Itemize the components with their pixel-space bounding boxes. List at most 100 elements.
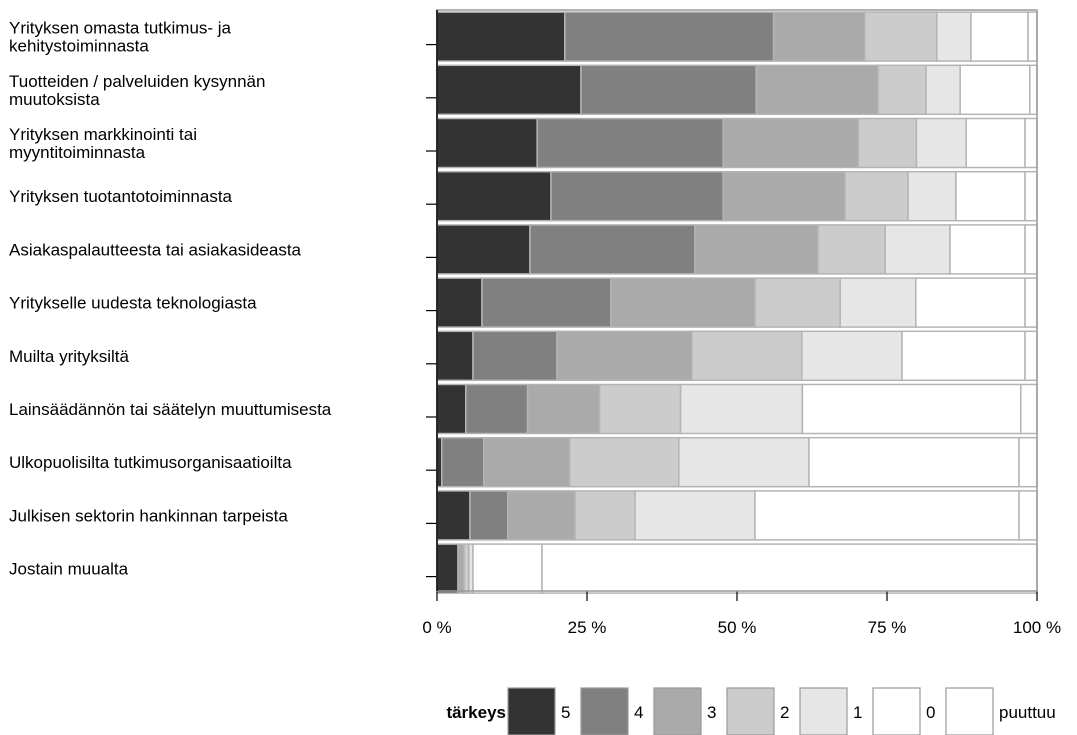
bar-segment-4 xyxy=(550,170,724,222)
bar-segment-4 xyxy=(481,277,612,328)
bar-segment-puuttuu xyxy=(1024,170,1038,222)
bar-segment-2 xyxy=(864,11,938,62)
bar-segment-5 xyxy=(436,543,459,594)
category-label: Julkisen sektorin hankinnan tarpeista xyxy=(9,506,288,525)
legend-swatch-3 xyxy=(653,687,702,735)
x-axis: 0 % 25 % 50 % 75 % 100 % xyxy=(422,591,1061,637)
bar-segment-1 xyxy=(925,64,961,116)
legend-swatch-4 xyxy=(580,687,629,735)
bar-segment-1 xyxy=(884,224,951,275)
bar-segment-3 xyxy=(526,383,601,435)
bar-segment-0 xyxy=(970,11,1029,62)
legend-swatch-puuttuu xyxy=(945,687,994,735)
bar-segment-5 xyxy=(436,490,471,541)
bar-segment-4 xyxy=(465,383,529,435)
bar-segment-3 xyxy=(610,277,756,328)
bar-segment-4 xyxy=(472,330,558,382)
x-tick-label: 100 % xyxy=(1013,618,1061,637)
bar-segment-5 xyxy=(436,330,474,382)
bar-segment-1 xyxy=(801,330,903,382)
bar-segment-puuttuu xyxy=(541,543,1038,594)
category-labels: Yrityksen omasta tutkimus- ja kehitystoim… xyxy=(9,19,437,579)
bar-segment-5 xyxy=(436,383,467,435)
bar-segment-puuttuu xyxy=(1024,224,1038,275)
legend-label: 1 xyxy=(853,703,862,722)
bar-segment-1 xyxy=(679,383,804,435)
bar-segment-puuttuu xyxy=(1018,490,1038,541)
bar-segment-5 xyxy=(436,170,552,222)
bar-segment-2 xyxy=(568,436,680,488)
category-label: Jostain muualta xyxy=(9,560,129,579)
bar-segment-2 xyxy=(857,117,918,169)
bar-segment-puuttuu xyxy=(1024,277,1038,328)
bar-segment-1 xyxy=(678,436,810,488)
bar-segment-0 xyxy=(949,224,1026,275)
bar-segment-0 xyxy=(901,330,1026,382)
category-label: Ulkopuolisilta tutkimusorganisaatioilta xyxy=(9,453,292,472)
bar-segment-2 xyxy=(844,170,909,222)
legend-swatch-5 xyxy=(507,687,556,735)
bar-segment-3 xyxy=(483,436,571,488)
bar-segment-4 xyxy=(529,224,696,275)
plot-frame xyxy=(436,9,1038,592)
bar-segment-0 xyxy=(808,436,1020,488)
category-label: Muilta yrityksiltä xyxy=(9,347,130,366)
bar-segment-2 xyxy=(691,330,803,382)
bar-segment-0 xyxy=(915,277,1026,328)
bar-segment-1 xyxy=(839,277,917,328)
bar-segment-4 xyxy=(441,436,485,488)
legend-swatch-2 xyxy=(726,687,775,735)
bar-segment-0 xyxy=(959,64,1031,116)
legend-swatch-1 xyxy=(799,687,848,735)
category-label: Yrityksen markkinointi tai myyntitoiminna… xyxy=(9,125,197,162)
bar-segment-5 xyxy=(436,64,582,116)
bar-segment-4 xyxy=(580,64,757,116)
category-label: Yritykselle uudesta teknologiasta xyxy=(9,294,257,313)
legend-label: 0 xyxy=(926,703,935,722)
bar-segment-puuttuu xyxy=(1024,330,1038,382)
bar-segment-2 xyxy=(817,224,886,275)
bar-segment-5 xyxy=(436,11,566,62)
bar-segment-5 xyxy=(436,224,531,275)
legend: tärkeys 5 4 3 2 1 0 puuttuu xyxy=(446,687,1056,735)
bar-segment-2 xyxy=(877,64,927,116)
bar-segment-3 xyxy=(457,543,465,594)
bar-segment-puuttuu xyxy=(1029,64,1038,116)
bar-segment-3 xyxy=(694,224,819,275)
x-tick-label: 75 % xyxy=(868,618,907,637)
bar-segment-3 xyxy=(772,11,866,62)
bar-segment-0 xyxy=(965,117,1026,169)
bar-segment-4 xyxy=(536,117,724,169)
bar-segment-4 xyxy=(469,490,509,541)
bar-segment-2 xyxy=(754,277,841,328)
bar-segment-1 xyxy=(634,490,756,541)
bar-segment-3 xyxy=(722,170,846,222)
x-tick-label: 0 % xyxy=(422,618,451,637)
x-tick-label: 25 % xyxy=(568,618,607,637)
category-label: Tuotteiden / palveluiden kysynnän muutoks… xyxy=(9,72,265,109)
legend-label: 2 xyxy=(780,703,789,722)
bar-segment-3 xyxy=(556,330,693,382)
bar-segment-puuttuu xyxy=(1020,383,1038,435)
bar-segment-0 xyxy=(955,170,1026,222)
bar-segment-4 xyxy=(564,11,775,62)
legend-label: puuttuu xyxy=(999,703,1056,722)
bar-segment-puuttuu xyxy=(1024,117,1038,169)
legend-label: 3 xyxy=(707,703,716,722)
legend-label: 4 xyxy=(634,703,643,722)
bar-segment-3 xyxy=(507,490,576,541)
bar-segment-1 xyxy=(915,117,967,169)
x-tick-label: 50 % xyxy=(718,618,757,637)
bar-segment-1 xyxy=(936,11,972,62)
bar-segment-2 xyxy=(574,490,636,541)
bar-segment-0 xyxy=(754,490,1020,541)
category-label: Asiakaspalautteesta tai asiakasideasta xyxy=(9,240,302,259)
category-label: Yrityksen omasta tutkimus- ja kehitystoim… xyxy=(9,19,232,56)
legend-swatch-0 xyxy=(872,687,921,735)
legend-title: tärkeys xyxy=(446,703,506,722)
bar-segment-3 xyxy=(755,64,879,116)
bar-segment-2 xyxy=(598,383,682,435)
bar-segment-puuttuu xyxy=(1018,436,1038,488)
bar-segment-3 xyxy=(722,117,859,169)
